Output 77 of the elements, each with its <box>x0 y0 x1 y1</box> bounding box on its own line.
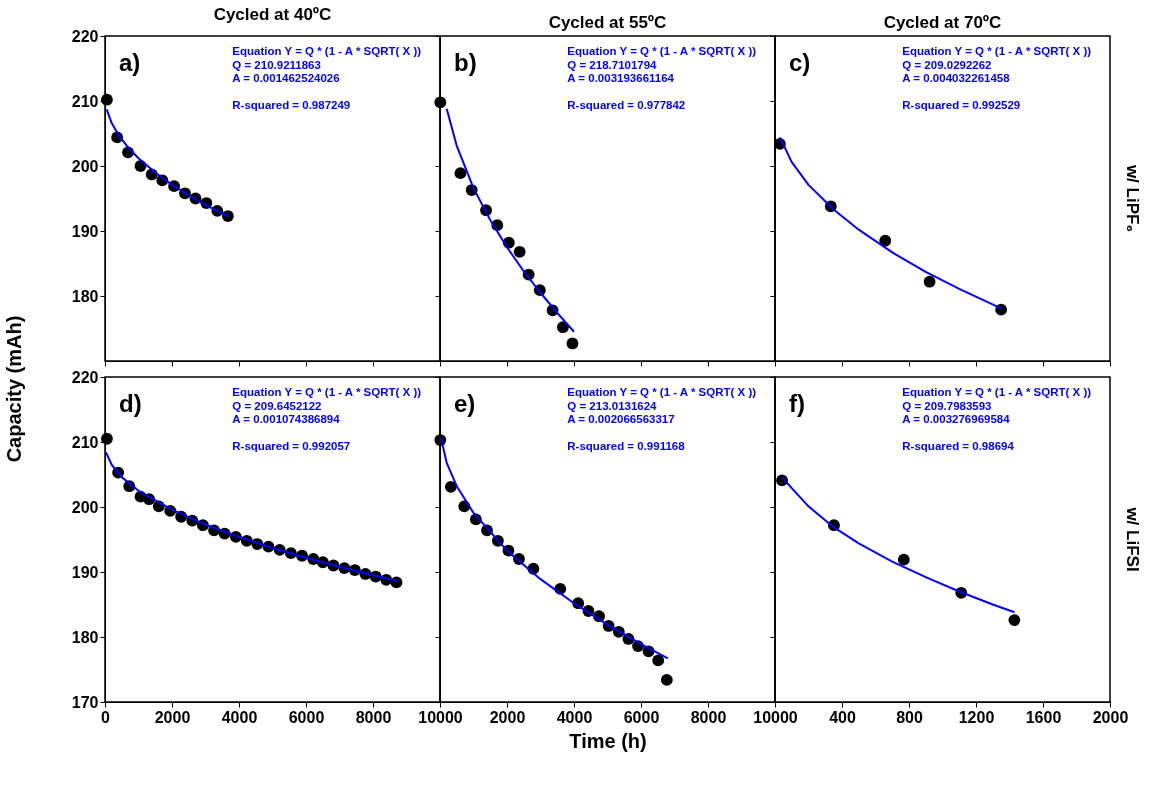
point <box>454 167 467 180</box>
annotation: Q = 213.0131624 <box>567 399 658 412</box>
annotation: Q = 209.0292262 <box>902 58 992 71</box>
point <box>652 654 665 667</box>
x-tick-label: 800 <box>896 708 923 726</box>
x-tick-label: 6000 <box>623 708 660 726</box>
x-tick-label: 2000 <box>489 708 526 726</box>
chart-title: Cycled at 55ºC <box>548 12 667 32</box>
x-tick-label: 2000 <box>1092 708 1129 726</box>
x-tick-label: 4000 <box>556 708 593 726</box>
x-tick-label: 4000 <box>221 708 258 726</box>
point <box>566 337 579 350</box>
y-tick-label: 200 <box>71 157 99 175</box>
chart-title: Cycled at 40ºC <box>213 5 332 24</box>
point <box>100 432 113 445</box>
x-axis-title: Time (h) <box>569 729 647 752</box>
annotation: A = 0.002066563317 <box>567 413 675 425</box>
annotation: A = 0.001462524026 <box>232 72 340 84</box>
y2-axis-title: w/ LiFSI <box>1123 506 1142 572</box>
x-tick-label: 10000 <box>418 708 463 726</box>
x-tick-label: 1600 <box>1025 708 1062 726</box>
annotation: R-squared = 0.98694 <box>902 439 1015 452</box>
annotation: Q = 218.7101794 <box>567 58 658 71</box>
annotation: A = 0.003276969584 <box>902 413 1011 425</box>
x-tick-label: 8000 <box>690 708 727 726</box>
x-tick-label: 400 <box>829 708 856 726</box>
chart-title: Cycled at 70ºC <box>883 12 1002 32</box>
point <box>444 480 457 493</box>
x-tick-label: 0 <box>101 708 111 726</box>
annotation: A = 0.003193661164 <box>567 72 675 84</box>
point <box>434 96 447 109</box>
annotation: e) <box>454 390 476 417</box>
x-tick-label: 6000 <box>288 708 325 726</box>
annotation: Equation Y = Q * (1 - A * SQRT( X )) <box>902 45 1092 57</box>
point <box>879 234 892 247</box>
y-tick-label: 200 <box>71 498 99 516</box>
annotation: R-squared = 0.977842 <box>567 98 686 111</box>
x-tick-label: 2000 <box>154 708 191 726</box>
point <box>897 553 910 566</box>
annotation: a) <box>119 49 141 76</box>
point <box>923 275 936 288</box>
annotation: Equation Y = Q * (1 - A * SQRT( X )) <box>232 45 422 57</box>
y2-axis-title: w/ LiPF₆ <box>1123 163 1142 233</box>
annotation: Equation Y = Q * (1 - A * SQRT( X )) <box>902 386 1092 398</box>
y-tick-label: 170 <box>71 693 99 711</box>
y-tick-label: 180 <box>71 287 99 305</box>
annotation: A = 0.004032261458 <box>902 72 1011 84</box>
annotation: Equation Y = Q * (1 - A * SQRT( X )) <box>567 386 757 398</box>
annotation: A = 0.001074386894 <box>232 413 341 425</box>
x-tick-label: 10000 <box>753 708 798 726</box>
point <box>100 93 113 106</box>
point <box>513 245 526 258</box>
annotation: d) <box>119 390 142 417</box>
annotation: c) <box>789 49 811 76</box>
annotation: Q = 210.9211863 <box>232 58 321 71</box>
annotation: R-squared = 0.991168 <box>567 439 686 452</box>
y-axis-title: Capacity (mAh) <box>3 315 25 463</box>
annotation: R-squared = 0.992057 <box>232 439 351 452</box>
x-tick-label: 1200 <box>958 708 995 726</box>
annotation: R-squared = 0.987249 <box>232 98 351 111</box>
x-tick-label: 8000 <box>355 708 392 726</box>
annotation: Q = 209.7983593 <box>902 399 992 412</box>
annotation: Equation Y = Q * (1 - A * SQRT( X )) <box>232 386 422 398</box>
y-tick-label: 220 <box>71 27 99 45</box>
y-tick-label: 190 <box>71 222 99 240</box>
point <box>660 674 673 686</box>
annotation: Q = 209.6452122 <box>232 399 322 412</box>
y-tick-label: 210 <box>71 92 99 110</box>
annotation: b) <box>454 49 477 76</box>
y-tick-label: 190 <box>71 563 99 581</box>
annotation: f) <box>789 390 805 417</box>
annotation: R-squared = 0.992529 <box>902 98 1021 111</box>
y-tick-label: 210 <box>71 433 99 451</box>
y-tick-label: 220 <box>71 368 99 386</box>
annotation: Equation Y = Q * (1 - A * SQRT( X )) <box>567 45 757 57</box>
y-tick-label: 180 <box>71 628 99 646</box>
point <box>1008 614 1021 626</box>
